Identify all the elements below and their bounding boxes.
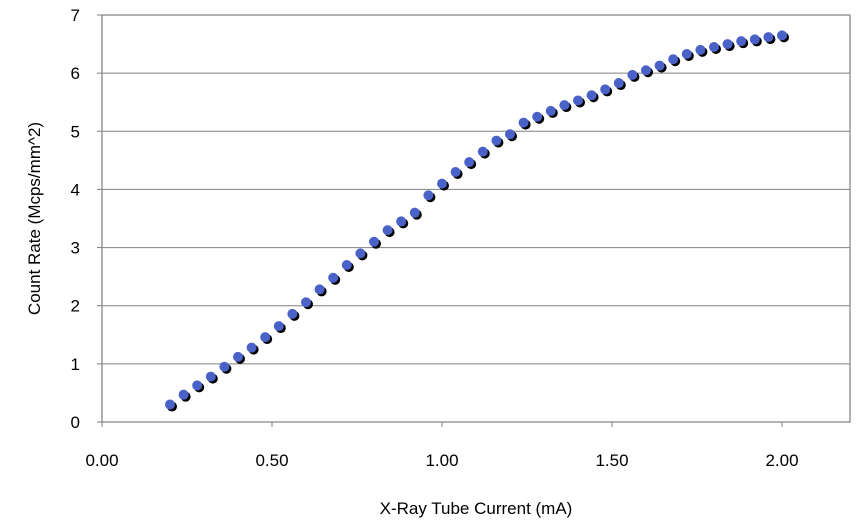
data-point: [654, 60, 665, 71]
data-point: [301, 297, 311, 308]
data-point: [219, 361, 230, 372]
data-point: [545, 105, 556, 116]
data-point: [464, 157, 475, 168]
data-point: [355, 248, 366, 259]
data-point: [559, 100, 570, 111]
data-point: [396, 216, 407, 227]
y-tick-label: 7: [71, 6, 80, 25]
data-point: [668, 54, 679, 65]
data-point: [423, 190, 434, 201]
data-point: [613, 78, 624, 89]
x-tick-label: 0.00: [85, 451, 118, 470]
plot-area: [101, 14, 851, 423]
x-axis-ticks: 0.00 0.50 1.00 1.50 2.00: [85, 422, 799, 470]
data-point: [600, 84, 611, 95]
data-point: [586, 90, 597, 101]
y-tick-label: 2: [71, 297, 80, 316]
data-point: [273, 321, 284, 332]
data-point: [165, 399, 175, 410]
data-point: [246, 342, 257, 353]
data-point: [709, 41, 719, 52]
y-tick-label: 4: [71, 180, 80, 199]
x-axis-label: X-Ray Tube Current (mA): [380, 499, 573, 518]
x-tick-label: 0.50: [255, 451, 288, 470]
data-point: [409, 207, 420, 218]
data-point: [627, 69, 638, 80]
data-point: [722, 39, 733, 50]
x-tick-label: 1.50: [595, 451, 628, 470]
y-tick-label: 6: [71, 64, 80, 83]
y-axis-label: Count Rate (Mcps/mm^2): [25, 122, 44, 315]
data-point: [695, 44, 706, 55]
data-point: [233, 351, 243, 362]
data-point: [573, 95, 583, 106]
y-tick-label: 5: [71, 122, 80, 141]
data-point: [287, 308, 298, 319]
x-tick-label: 2.00: [765, 451, 798, 470]
data-point: [437, 178, 447, 189]
y-axis-ticks: 0 1 2 3 4 5 6 7: [71, 6, 102, 432]
data-points: [165, 30, 789, 412]
data-point: [341, 260, 352, 271]
data-point: [736, 36, 747, 47]
data-point: [749, 34, 760, 45]
data-point: [518, 117, 529, 128]
data-point: [763, 32, 774, 43]
y-tick-label: 0: [71, 413, 80, 432]
data-point: [205, 371, 216, 382]
data-point: [314, 284, 325, 295]
data-point: [192, 380, 203, 391]
data-point: [532, 111, 543, 122]
data-point: [178, 389, 189, 400]
data-point: [369, 236, 379, 247]
data-point: [260, 332, 271, 343]
data-point: [477, 146, 488, 157]
data-point: [641, 65, 651, 76]
data-point: [328, 272, 339, 283]
data-point: [450, 166, 461, 177]
y-tick-label: 1: [71, 355, 80, 374]
data-point: [777, 30, 787, 41]
data-point: [505, 129, 515, 140]
data-point: [491, 135, 502, 146]
y-tick-label: 3: [71, 239, 80, 258]
data-point: [681, 48, 692, 59]
x-tick-label: 1.00: [425, 451, 458, 470]
grid-lines: [102, 72, 850, 365]
data-point: [382, 225, 393, 236]
